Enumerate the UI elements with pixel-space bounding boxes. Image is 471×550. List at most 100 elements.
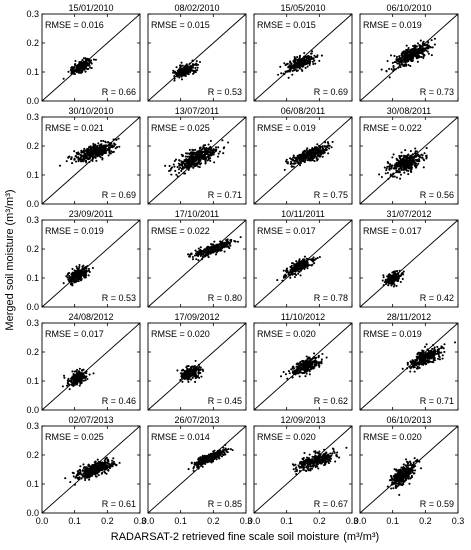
data-point [164, 164, 167, 167]
data-point [308, 148, 311, 151]
data-point [306, 357, 309, 360]
data-point [402, 157, 405, 160]
data-point [416, 60, 419, 63]
data-point [87, 267, 90, 270]
data-point [380, 68, 383, 71]
data-point [189, 152, 192, 155]
data-point [186, 69, 189, 72]
data-point [227, 141, 230, 144]
data-point [415, 57, 418, 60]
data-point [284, 373, 288, 376]
data-point [318, 152, 321, 155]
rmse-label: RMSE = 0.020 [257, 329, 316, 339]
data-point [221, 245, 224, 249]
data-point [418, 160, 421, 163]
panel-frame [41, 13, 141, 102]
data-point [313, 59, 316, 62]
data-points [62, 57, 97, 80]
data-point [193, 254, 196, 257]
data-point [410, 170, 413, 174]
data-point [322, 152, 325, 155]
data-point [58, 164, 62, 167]
data-point [285, 158, 288, 161]
data-point [441, 354, 444, 357]
data-point [79, 156, 82, 159]
data-point [75, 370, 78, 373]
data-point [305, 355, 308, 358]
data-point [222, 152, 225, 155]
data-point [405, 165, 408, 168]
data-point [196, 368, 199, 371]
data-point [180, 169, 183, 173]
panel-date-title: 10/11/2011 [281, 209, 325, 219]
data-point [184, 155, 187, 158]
data-point [418, 358, 421, 361]
data-point [218, 246, 222, 249]
data-point [320, 358, 323, 361]
data-point [276, 279, 279, 282]
data-point [216, 155, 220, 158]
data-point [413, 155, 416, 159]
data-point [176, 166, 179, 169]
data-point [319, 155, 322, 158]
data-point [285, 63, 288, 66]
data-point [398, 56, 401, 59]
rmse-label: RMSE = 0.016 [45, 20, 104, 30]
data-point [78, 64, 81, 67]
data-point [415, 45, 418, 48]
data-point [73, 150, 76, 153]
data-point [212, 153, 215, 156]
data-point [191, 376, 194, 380]
data-point [180, 61, 183, 64]
data-point [309, 258, 312, 261]
data-point [432, 353, 435, 356]
data-point [277, 73, 280, 76]
rmse-label: RMSE = 0.019 [257, 123, 316, 133]
data-point [82, 273, 85, 276]
data-point [104, 140, 107, 143]
data-point [409, 150, 412, 153]
data-point [422, 47, 425, 50]
data-point [92, 142, 95, 145]
data-point [304, 159, 307, 162]
data-point [414, 166, 418, 169]
data-point [186, 71, 190, 74]
data-point [413, 152, 417, 155]
data-point [313, 262, 316, 265]
data-point [62, 374, 66, 377]
data-point [182, 167, 185, 170]
one-to-one-line [147, 116, 247, 205]
data-point [412, 54, 415, 57]
data-point [191, 255, 194, 259]
data-point [311, 153, 314, 156]
y-tick-label: 0.1 [26, 170, 39, 180]
data-point [111, 146, 114, 149]
data-points [61, 367, 95, 391]
data-point [67, 70, 70, 73]
data-point [315, 157, 318, 160]
data-point [91, 159, 94, 162]
r-label: R = 0.75 [314, 190, 348, 200]
data-point [437, 357, 440, 360]
data-point [191, 258, 195, 261]
data-point [187, 165, 190, 168]
panel-frame [147, 116, 247, 205]
data-point [239, 236, 242, 239]
data-point [407, 63, 410, 67]
data-point [418, 52, 421, 55]
y-tick-label: 0.1 [26, 376, 39, 386]
data-point [192, 156, 195, 159]
data-point [181, 369, 184, 372]
data-point [108, 149, 111, 152]
data-point [416, 367, 419, 370]
data-point [182, 375, 185, 378]
data-point [196, 154, 199, 157]
data-point [396, 59, 399, 62]
data-point [317, 354, 320, 357]
data-point [184, 73, 187, 76]
data-point [106, 141, 109, 144]
data-point [408, 53, 411, 56]
data-point [298, 164, 302, 167]
data-point [87, 147, 90, 150]
